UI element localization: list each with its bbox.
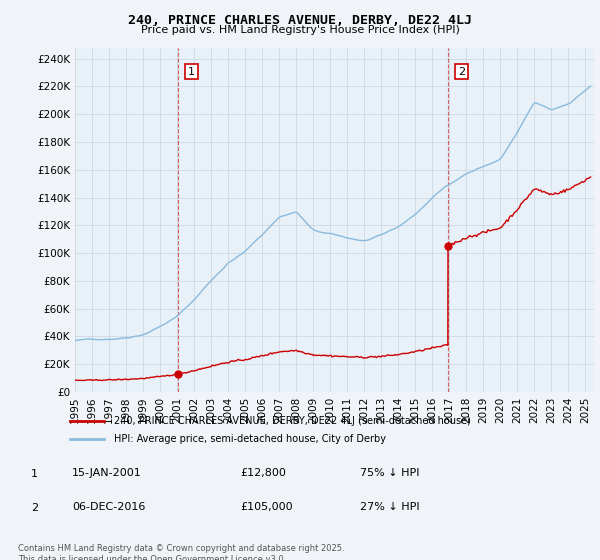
Text: 1: 1 xyxy=(31,469,38,479)
Text: 240, PRINCE CHARLES AVENUE, DERBY, DE22 4LJ: 240, PRINCE CHARLES AVENUE, DERBY, DE22 … xyxy=(128,14,472,27)
Text: 15-JAN-2001: 15-JAN-2001 xyxy=(72,468,142,478)
Text: 1: 1 xyxy=(188,67,195,77)
Text: HPI: Average price, semi-detached house, City of Derby: HPI: Average price, semi-detached house,… xyxy=(114,434,386,444)
Text: 27% ↓ HPI: 27% ↓ HPI xyxy=(360,502,419,512)
Text: 75% ↓ HPI: 75% ↓ HPI xyxy=(360,468,419,478)
Text: 06-DEC-2016: 06-DEC-2016 xyxy=(72,502,145,512)
Text: £12,800: £12,800 xyxy=(240,468,286,478)
Text: Contains HM Land Registry data © Crown copyright and database right 2025.
This d: Contains HM Land Registry data © Crown c… xyxy=(18,544,344,560)
Text: 2: 2 xyxy=(31,503,38,512)
Text: Price paid vs. HM Land Registry's House Price Index (HPI): Price paid vs. HM Land Registry's House … xyxy=(140,25,460,35)
Text: 2: 2 xyxy=(458,67,465,77)
Text: 240, PRINCE CHARLES AVENUE, DERBY, DE22 4LJ (semi-detached house): 240, PRINCE CHARLES AVENUE, DERBY, DE22 … xyxy=(114,416,471,426)
Text: £105,000: £105,000 xyxy=(240,502,293,512)
